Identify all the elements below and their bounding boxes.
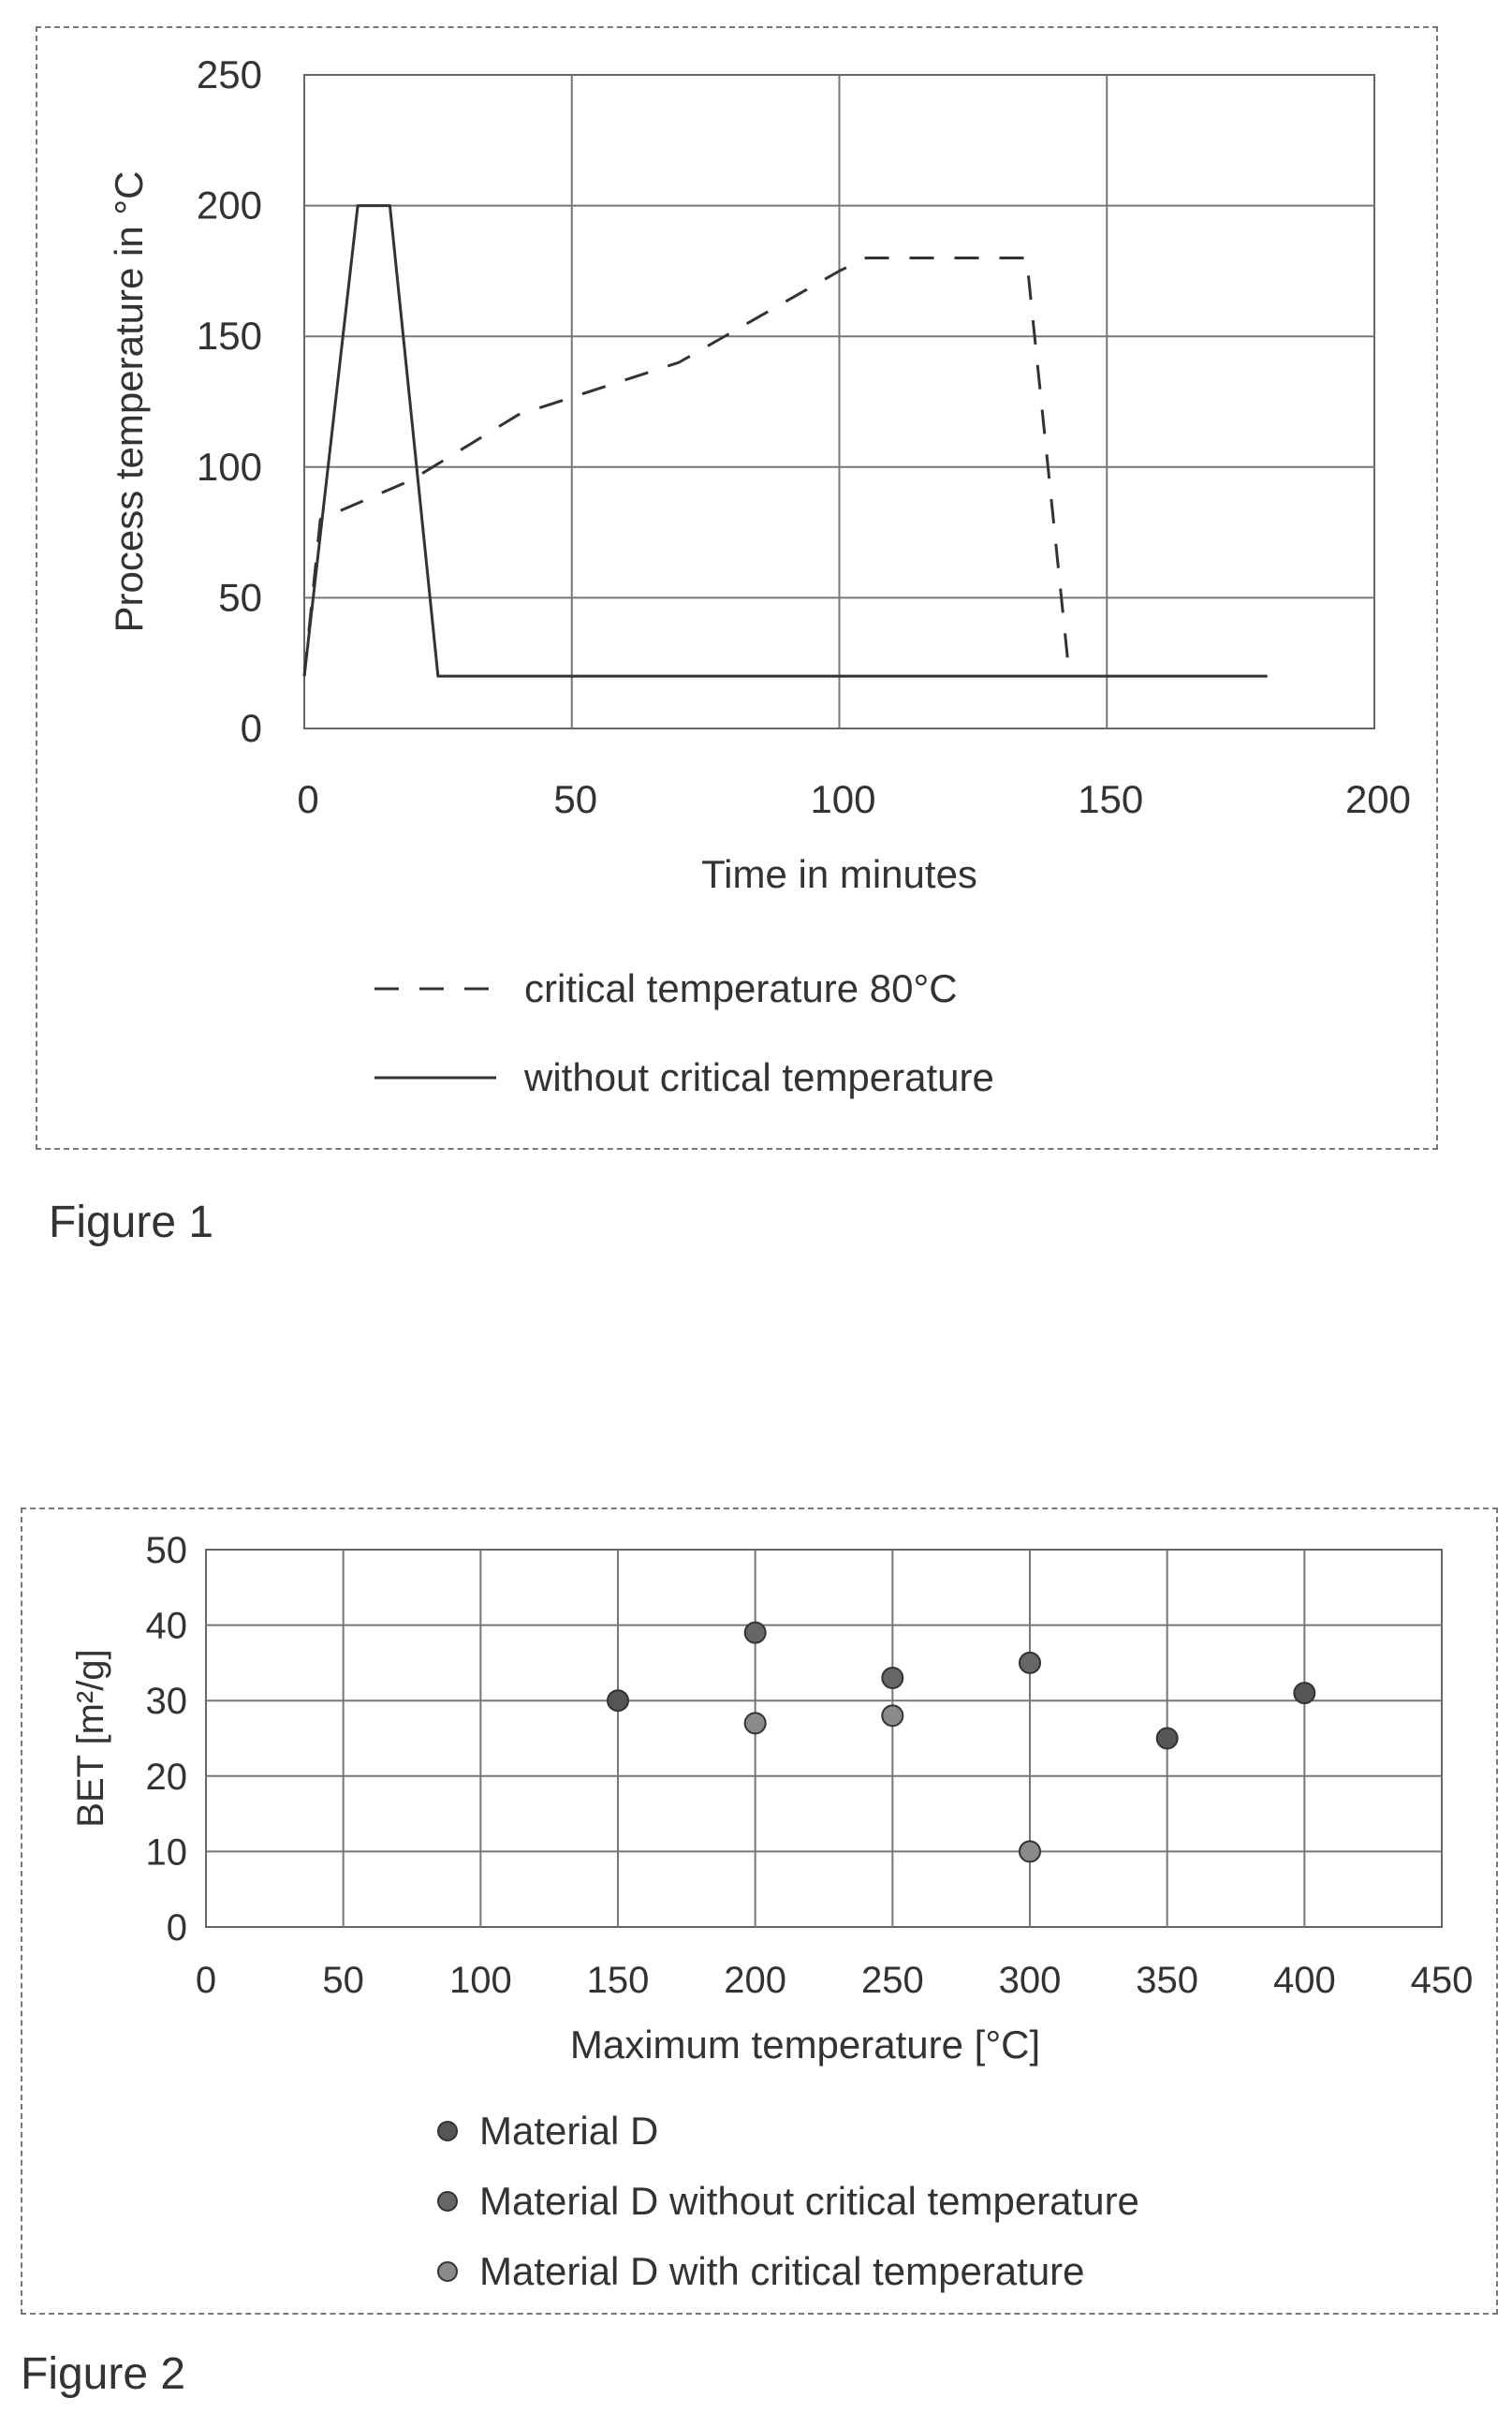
scatter-point-series-1	[1155, 1727, 1179, 1750]
y-tick-label: 50	[146, 1530, 188, 1571]
scatter-point-series-3	[881, 1704, 904, 1728]
legend-label-1: Material D	[479, 2109, 658, 2153]
x-tick-label: 200	[1345, 777, 1411, 821]
x-tick-label: 0	[297, 777, 318, 821]
y-tick-label: 150	[197, 314, 262, 358]
legend-label-2: Material D without critical temperature	[479, 2179, 1139, 2223]
series-line-1	[302, 256, 1071, 677]
legend-marker-2	[437, 2191, 458, 2212]
y-tick-label: 200	[197, 184, 262, 228]
legend-marker-1	[437, 2121, 458, 2141]
scatter-point-series-2	[743, 1621, 767, 1644]
scatter-point-series-3	[743, 1712, 767, 1735]
x-tick-label: 50	[553, 777, 597, 821]
y-tick-label: 0	[167, 1907, 187, 1949]
scatter-point-series-2	[1019, 1651, 1041, 1674]
scatter-point-series-1	[607, 1689, 629, 1713]
y-tick-label: 0	[241, 706, 262, 750]
x-tick-label: 50	[322, 1960, 364, 2001]
legend-label-3: Material D with critical temperature	[479, 2249, 1085, 2293]
scatter-point-series-3	[1019, 1840, 1041, 1863]
scatter-point-series-1	[1293, 1682, 1316, 1705]
figure2-caption: Figure 2	[21, 2349, 186, 2399]
y-tick-label: 40	[146, 1606, 188, 1647]
figure1-caption: Figure 1	[49, 1198, 214, 1247]
x-tick-label: 250	[861, 1960, 924, 2001]
y-axis-label: BET [m²/g]	[70, 1649, 111, 1827]
y-tick-label: 20	[146, 1757, 188, 1798]
legend-label-1: critical temperature 80°C	[524, 966, 958, 1010]
series-line-2	[302, 204, 1268, 678]
legend-label-2: without critical temperature	[523, 1055, 994, 1099]
x-tick-label: 400	[1273, 1960, 1336, 2001]
y-tick-label: 250	[197, 52, 262, 96]
figure1-frame	[36, 26, 1438, 1150]
figure2-frame	[21, 1508, 1498, 2315]
x-axis-label: Time in minutes	[701, 852, 977, 896]
plot-area	[205, 1549, 1443, 1928]
x-tick-label: 350	[1136, 1960, 1198, 2001]
y-tick-label: 50	[218, 575, 262, 619]
figure2-chart: 0 10 20 30 40 50 0 50 100 150 200 250 300 350 400 450 Ma…	[70, 1530, 1474, 2293]
x-tick-label: 450	[1411, 1960, 1474, 2001]
x-tick-label: 0	[196, 1960, 216, 2001]
x-tick-label: 150	[587, 1960, 650, 2001]
scatter-point-series-2	[881, 1667, 904, 1690]
x-tick-label: 150	[1078, 777, 1143, 821]
x-tick-label: 100	[449, 1960, 512, 2001]
x-tick-label: 300	[999, 1960, 1062, 2001]
x-axis-label: Maximum temperature [°C]	[570, 2022, 1040, 2067]
y-tick-label: 30	[146, 1681, 188, 1722]
x-tick-label: 100	[810, 777, 875, 821]
figure1-chart: 0 50 100 150 200 250 0 50 100 150 200 Time in minut…	[107, 52, 1411, 1099]
y-axis-label: Process temperature in °C	[107, 171, 151, 633]
x-tick-label: 200	[724, 1960, 786, 2001]
y-tick-label: 100	[197, 445, 262, 489]
y-tick-label: 10	[146, 1831, 188, 1873]
legend-marker-3	[437, 2261, 458, 2282]
